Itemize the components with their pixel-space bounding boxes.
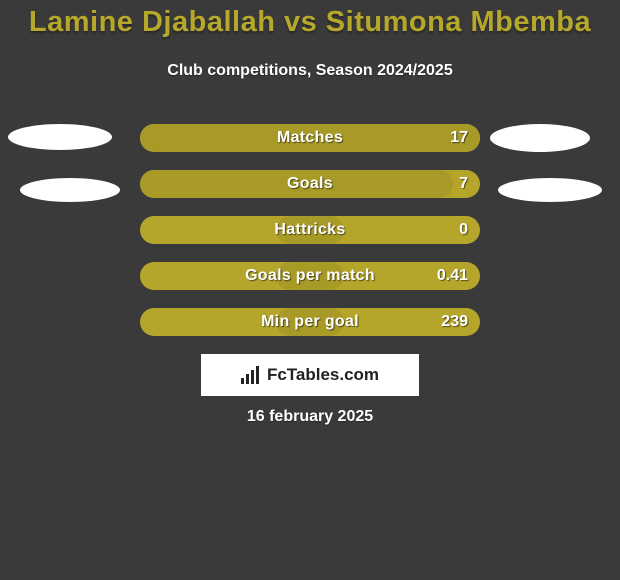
decorative-ellipse	[20, 178, 120, 202]
stat-bar: Goals7	[140, 170, 480, 198]
stat-bar: Matches17	[140, 124, 480, 152]
stat-bar-value: 0.41	[437, 262, 468, 290]
page-subtitle: Club competitions, Season 2024/2025	[0, 62, 620, 80]
fctables-logo: FcTables.com	[201, 354, 419, 396]
page-title: Lamine Djaballah vs Situmona Mbemba	[0, 6, 620, 39]
stat-bar-value: 239	[441, 308, 468, 336]
infographic-canvas: Lamine Djaballah vs Situmona Mbemba Club…	[0, 0, 620, 580]
logo-text: FcTables.com	[267, 365, 379, 385]
stat-bar-label: Goals	[140, 170, 480, 198]
stat-bar-label: Min per goal	[140, 308, 480, 336]
stat-bar-value: 7	[459, 170, 468, 198]
stat-bar: Goals per match0.41	[140, 262, 480, 290]
decorative-ellipse	[498, 178, 602, 202]
bar-chart-icon	[241, 366, 261, 384]
stat-bar: Min per goal239	[140, 308, 480, 336]
stat-bar-label: Matches	[140, 124, 480, 152]
stat-bar-value: 0	[459, 216, 468, 244]
stat-bar-label: Hattricks	[140, 216, 480, 244]
stat-bar-value: 17	[450, 124, 468, 152]
date-line: 16 february 2025	[0, 408, 620, 426]
stat-bar: Hattricks0	[140, 216, 480, 244]
decorative-ellipse	[8, 124, 112, 150]
stat-bar-label: Goals per match	[140, 262, 480, 290]
decorative-ellipse	[490, 124, 590, 152]
